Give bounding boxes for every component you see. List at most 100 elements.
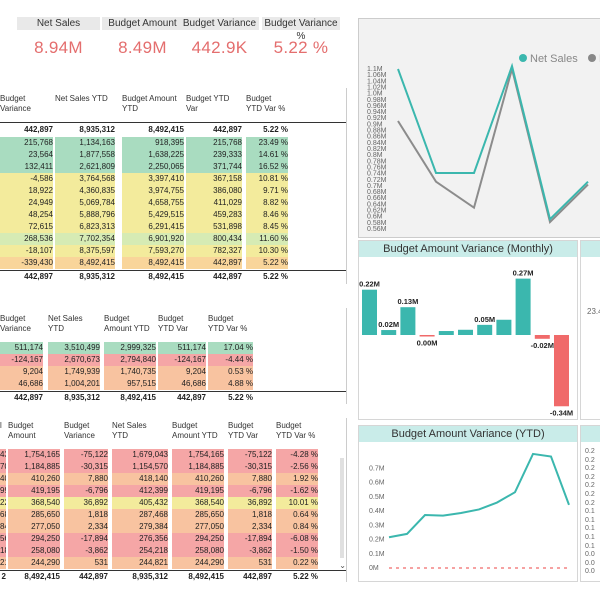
table-row[interactable]: -339,430 8,492,415 8,492,415 442,897 5.22 % [0, 257, 346, 269]
table-row[interactable]: 72,615 6,823,313 6,291,415 531,898 8.45 % [0, 221, 346, 233]
table-row[interactable]: 18,922 4,360,835 3,974,755 386,080 9.71 % [0, 185, 346, 197]
table-row[interactable]: 48,254 5,888,796 5,429,515 459,283 8.46 % [0, 209, 346, 221]
table-cell: 239,333 [186, 149, 242, 161]
kpi-value: 442.9K [191, 38, 248, 57]
table-row[interactable]: -18,107 8,375,597 7,593,270 782,327 10.30 % [0, 245, 346, 257]
y-tick-label: 0.3M [369, 522, 385, 529]
partial-tick: 0.2 [585, 456, 595, 464]
bar [458, 329, 473, 335]
table-cell: 1,679,043 [112, 449, 168, 461]
chart-title-partial [581, 426, 600, 442]
table-row[interactable]: 701,184,885-30,3151,154,5701,184,885-30,… [0, 461, 346, 473]
partial-tick: 0.1 [585, 525, 595, 533]
column-header[interactable]: Budget Variance [0, 314, 31, 333]
partial-tick: 0.0 [585, 559, 595, 567]
table-cell: -6.08 % [276, 533, 318, 545]
y-tick-label: 1.1M [367, 66, 383, 73]
table-cell: 8.82 % [246, 197, 288, 209]
table-row[interactable]: 23,564 1,877,558 1,638,225 239,333 14.61 % [0, 149, 346, 161]
table-cell: 1,754,165 [8, 449, 60, 461]
product-table[interactable]: l Budget Amount Budget Variance Net Sales Y… [0, 418, 347, 582]
table-cell: 411,029 [186, 197, 242, 209]
column-header[interactable]: Net Sales YTD [48, 314, 83, 333]
table-cell: 17.04 % [208, 342, 253, 354]
y-tick-label: 0.98M [367, 97, 387, 104]
column-header[interactable]: Budget Amount YTD [122, 94, 177, 113]
kpi-value: 5.22 % [273, 38, 329, 57]
table-cell: 368,540 [172, 497, 224, 509]
column-header[interactable]: Budget YTD Var [158, 314, 189, 333]
y-tick-label: 0.7M [367, 183, 383, 190]
y-tick-label: 0.5M [369, 494, 385, 501]
table-cell: 531,898 [186, 221, 242, 233]
table-cell: 2,999,325 [104, 342, 156, 354]
y-tick-label: 0.64M [367, 201, 387, 208]
table-cell: 132,411 [0, 161, 53, 173]
table-scrollbar[interactable] [340, 458, 344, 558]
table-row[interactable]: 215,768 1,134,163 918,395 215,768 23.49 % [0, 137, 346, 149]
table-row[interactable]: -124,167 2,670,673 2,794,840 -124,167 -4.44 … [0, 354, 346, 366]
partial-tick: 0.2 [585, 465, 595, 473]
table-cell: 22 [0, 497, 6, 509]
table-total-row: 2 8,492,415 442,897 8,935,312 8,492,415 442,8… [0, 571, 346, 583]
table-cell: 84 [0, 521, 6, 533]
table-row[interactable]: 132,411 2,621,809 2,250,065 371,744 16.52 % [0, 161, 346, 173]
y-tick-label: 0.58M [367, 220, 387, 227]
column-header[interactable]: Budget Variance [0, 94, 31, 113]
table-cell: 5.22 % [246, 257, 288, 269]
bar [515, 278, 531, 335]
table-cell: -30,315 [64, 461, 108, 473]
table-cell: 8,492,415 [148, 272, 184, 281]
column-header[interactable]: Budget Amount YTD [104, 314, 150, 333]
data-label: 0.00M [417, 339, 438, 348]
table-cell: 419,195 [8, 485, 60, 497]
column-header[interactable]: Net Sales YTD [55, 94, 108, 103]
table-total-row: 442,897 8,935,312 8,492,415 442,897 5.22 % [0, 392, 346, 404]
column-header[interactable]: Budget Amount [8, 421, 36, 440]
column-header[interactable]: Budget YTD Var % [246, 94, 286, 113]
column-header[interactable]: Budget YTD Var % [208, 314, 248, 333]
table-row[interactable]: -4,586 3,764,568 3,397,410 367,158 10.81 % [0, 173, 346, 185]
table-cell: 442,897 [213, 125, 242, 134]
table-cell: 268,536 [0, 233, 53, 245]
table-cell: 531 [64, 557, 108, 569]
table-row[interactable]: 99419,195-6,796412,399419,195-6,796-1.62… [0, 485, 346, 497]
y-tick-label: 0.6M [367, 214, 383, 221]
scroll-down-arrow[interactable]: ⌄ [339, 561, 346, 570]
table-cell: 23,564 [0, 149, 53, 161]
column-header[interactable]: Budget Amount YTD [172, 421, 218, 440]
table-row[interactable]: 18258,080-3,862254,218258,080-3,862-1.50… [0, 545, 346, 557]
table-cell: 72,615 [0, 221, 53, 233]
table-row[interactable]: 22368,54036,892405,432368,54036,89210.01… [0, 497, 346, 509]
column-header[interactable]: Budget YTD Var [186, 94, 230, 113]
table-cell: 23.49 % [246, 137, 288, 149]
column-header[interactable]: Budget Variance [64, 421, 95, 440]
column-header[interactable]: Budget YTD Var % [276, 421, 316, 440]
table-row[interactable]: 511,174 3,510,499 2,999,325 511,174 17.04 % [0, 342, 346, 354]
column-header[interactable]: Net Sales YTD [112, 421, 147, 440]
table-cell: 244,821 [112, 557, 168, 569]
table-row[interactable]: 56294,250-17,894276,356294,250-17,894-6.… [0, 533, 346, 545]
table-cell: 9,204 [0, 366, 43, 378]
table-row[interactable]: 431,754,165-75,1221,679,0431,754,165-75,… [0, 449, 346, 461]
y-tick-label: 0.8M [367, 152, 383, 159]
table-row[interactable]: 268,536 7,702,354 6,901,920 800,434 11.60 % [0, 233, 346, 245]
table-row[interactable]: 46,686 1,004,201 957,515 46,686 4.88 % [0, 378, 346, 390]
table-cell: 1,818 [64, 509, 108, 521]
column-header[interactable]: l [0, 421, 2, 430]
table-cell: 1,184,885 [8, 461, 60, 473]
table-row[interactable]: 9,204 1,749,939 1,740,735 9,204 0.53 % [0, 366, 346, 378]
table-cell: 3,510,499 [48, 342, 100, 354]
column-header[interactable]: Budget YTD Var [228, 421, 259, 440]
table-cell: 5.22 % [263, 272, 288, 281]
table-row[interactable]: 24,949 5,069,784 4,658,755 411,029 8.82 % [0, 197, 346, 209]
y-tick-label: 0.7M [369, 465, 385, 472]
kpi-value: 8.49M [118, 38, 167, 57]
partial-tick: 0.0 [585, 551, 595, 559]
partial-tick: 0.1 [585, 516, 595, 524]
table-cell: 1,754,165 [172, 449, 224, 461]
